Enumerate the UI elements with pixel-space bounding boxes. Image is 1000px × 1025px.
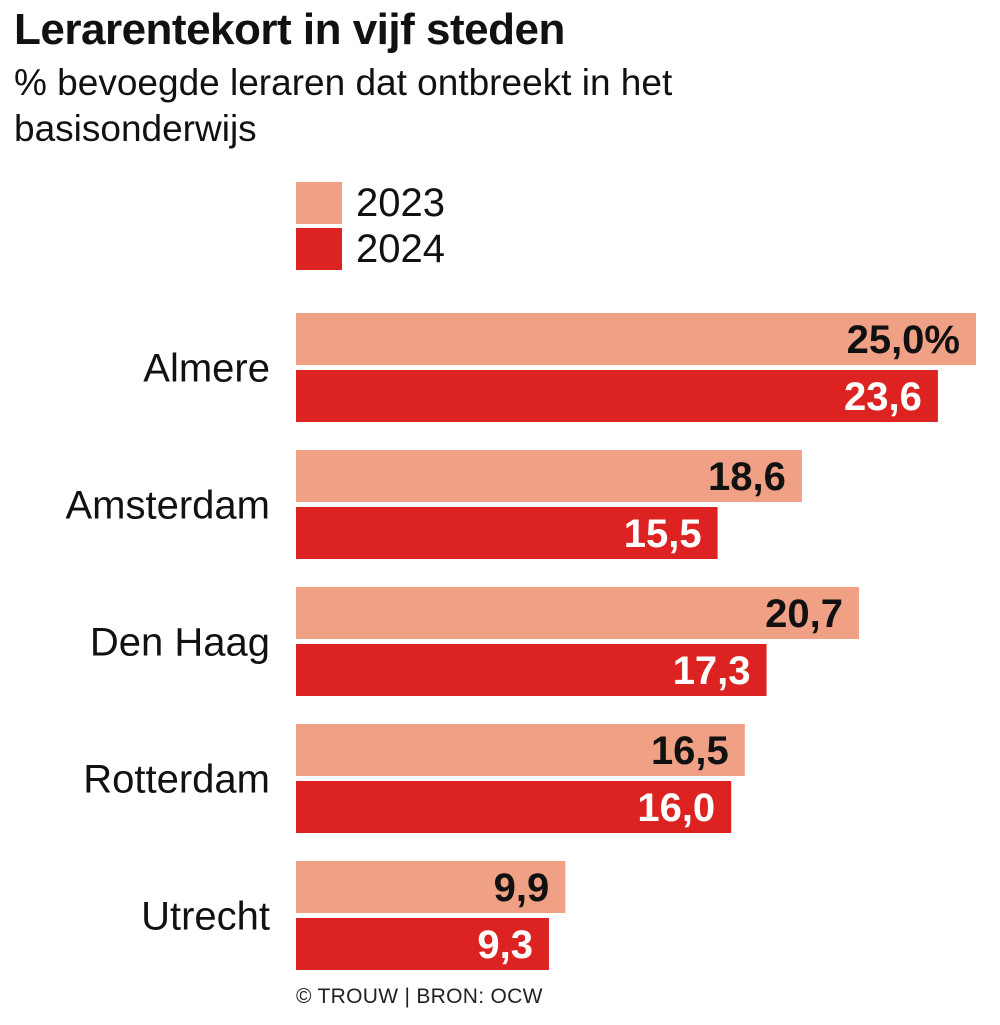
legend-swatch-2023 <box>296 182 342 224</box>
bar-2023-den-haag <box>296 587 860 639</box>
bar-2024-den-haag <box>296 644 767 696</box>
data-label-2024-utrecht: 9,3 <box>477 923 533 967</box>
data-label-2024-rotterdam: 16,0 <box>637 786 715 830</box>
data-label-2024-almere: 23,6 <box>844 375 922 419</box>
data-label-2024-den-haag: 17,3 <box>673 649 751 693</box>
data-label-2023-utrecht: 9,9 <box>494 866 550 910</box>
bar-chart: Almere 25,0% 23,6 Amsterdam 18,615,5 Den Haag… <box>66 313 976 970</box>
bar-2023-almere <box>296 313 976 365</box>
legend-item-2023: 2023 <box>296 180 445 226</box>
category-label-amsterdam: Amsterdam <box>66 484 271 528</box>
data-label-2023-almere: 25,0% <box>847 318 960 362</box>
legend-label-2023: 2023 <box>356 181 445 225</box>
source-credit: © TROUW | BRON: OCW <box>296 985 543 1008</box>
legend: 2023 2024 <box>296 180 445 272</box>
category-label-utrecht: Utrecht <box>141 895 270 939</box>
legend-label-2024: 2024 <box>356 227 445 271</box>
bar-2024-rotterdam <box>296 781 732 833</box>
bar-2023-rotterdam <box>296 724 745 776</box>
chart-title: Lerarentekort in vijf steden <box>14 5 565 54</box>
category-label-den-haag: Den Haag <box>90 621 270 665</box>
category-label-almere: Almere <box>143 347 270 391</box>
bar-2024-amsterdam <box>296 507 718 559</box>
bar-2023-utrecht <box>296 861 566 913</box>
bar-2023-amsterdam <box>296 450 802 502</box>
data-label-2023-den-haag: 20,7 <box>765 592 843 636</box>
category-label-rotterdam: Rotterdam <box>83 758 270 802</box>
legend-item-2024: 2024 <box>296 226 445 272</box>
bar-2024-utrecht <box>296 918 549 970</box>
data-label-2023-amsterdam: 18,6 <box>708 455 786 499</box>
data-label-2024-amsterdam: 15,5 <box>624 512 702 556</box>
bar-2024-almere <box>296 370 938 422</box>
chart-subtitle: % bevoegde leraren dat ontbreekt in het … <box>14 62 673 149</box>
data-label-2023-rotterdam: 16,5 <box>651 729 729 773</box>
legend-swatch-2024 <box>296 228 342 270</box>
